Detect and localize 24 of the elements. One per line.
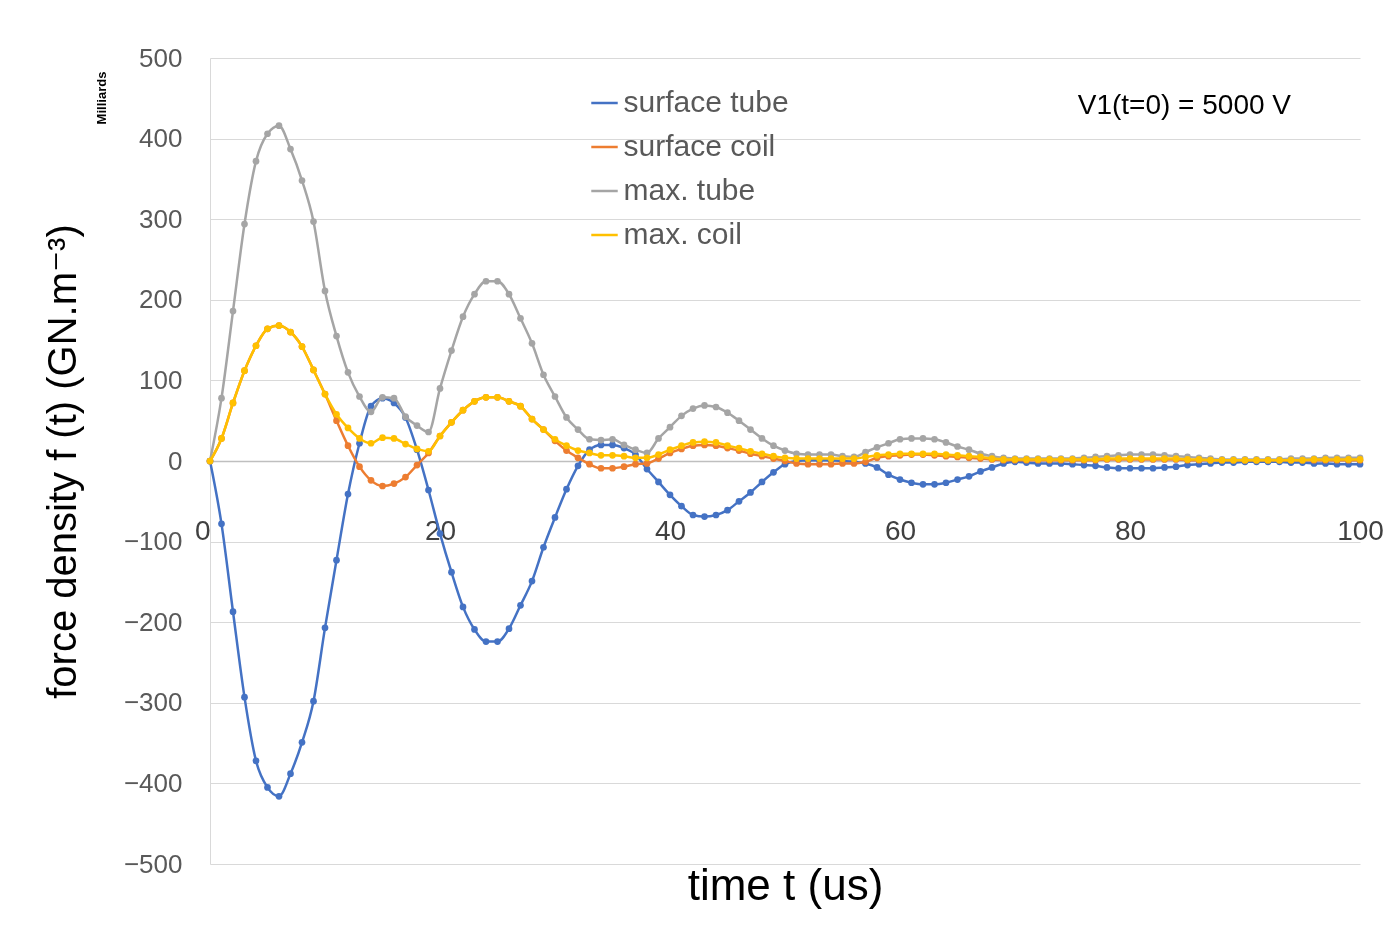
- y-tick-label: −100: [123, 526, 183, 557]
- x-tick-label: 80: [1114, 514, 1147, 546]
- y-tick-label: 100: [139, 364, 183, 395]
- y-tick-label: 0: [168, 445, 183, 476]
- y-axis-title: force density f (t) (GN.m⁻³): [39, 224, 84, 699]
- annotation: V1(t=0) = 5000 V: [1077, 89, 1292, 120]
- legend-label: surface tube: [623, 85, 789, 118]
- x-tick-label: 0: [194, 514, 211, 546]
- y-tick-label: 400: [139, 123, 183, 154]
- x-axis-title: time t (us): [687, 859, 884, 909]
- legend-label: max. tube: [623, 173, 756, 206]
- x-tick-label: 60: [884, 514, 917, 546]
- y-tick-label: −400: [123, 767, 183, 798]
- y-tick-label: −500: [123, 848, 183, 879]
- legend-label: surface coil: [623, 129, 776, 162]
- y-tick-label: −300: [123, 687, 183, 718]
- y-tick-label: 500: [139, 42, 183, 73]
- y-tick-label: 200: [139, 284, 183, 315]
- y-tick-label: −200: [123, 606, 183, 637]
- x-tick-label: 40: [654, 514, 687, 546]
- text: Milliards: [94, 71, 109, 125]
- legend-label: max. coil: [623, 217, 742, 250]
- y-tick-label: 300: [139, 203, 183, 234]
- x-tick-label: 100: [1337, 514, 1384, 546]
